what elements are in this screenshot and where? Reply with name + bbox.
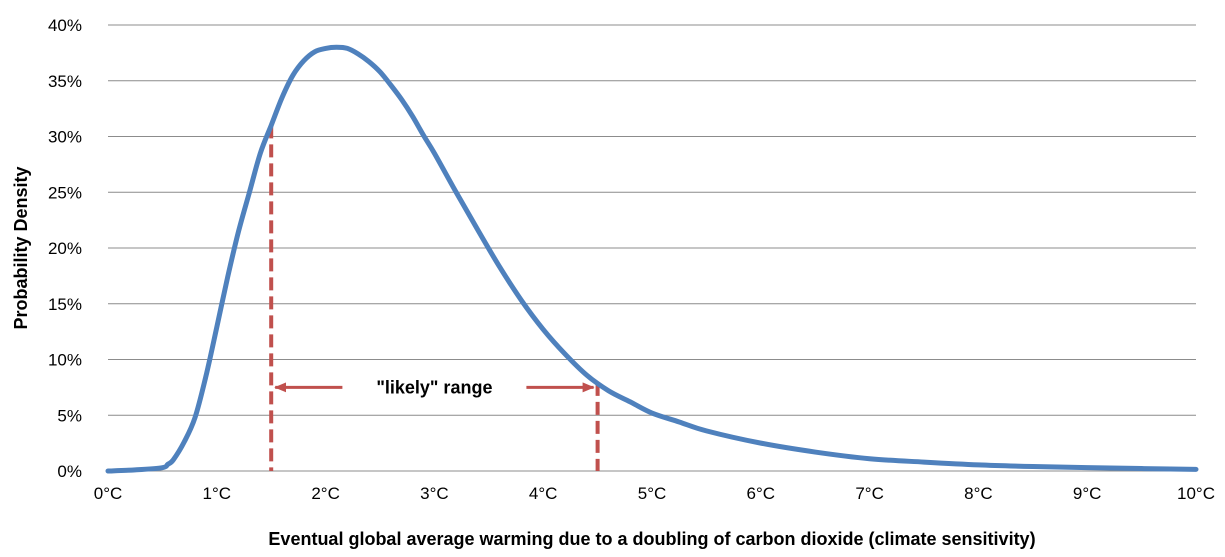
x-axis-title: Eventual global average warming due to a…: [268, 529, 1035, 549]
x-tick-label: 7°C: [855, 484, 884, 503]
y-tick-label: 5%: [57, 406, 82, 425]
x-tick-label: 8°C: [964, 484, 993, 503]
x-tick-label: 10°C: [1177, 484, 1215, 503]
tick-labels: 0% 5% 10% 15% 20% 25% 30% 35% 40% 0°C 1°C 2°C 3°C 4°C…: [48, 16, 1215, 503]
y-tick-label: 35%: [48, 72, 82, 91]
density-curve: [105, 44, 1199, 474]
x-tick-label: 5°C: [638, 484, 667, 503]
x-tick-label: 1°C: [203, 484, 232, 503]
y-tick-label: 30%: [48, 128, 82, 147]
likely-range-annotation: "likely" range: [269, 125, 600, 471]
x-tick-label: 0°C: [94, 484, 123, 503]
y-tick-label: 20%: [48, 239, 82, 258]
y-tick-label: 25%: [48, 183, 82, 202]
x-tick-label: 3°C: [420, 484, 449, 503]
y-tick-label: 0%: [57, 462, 82, 481]
y-tick-label: 10%: [48, 351, 82, 370]
x-tick-label: 9°C: [1073, 484, 1102, 503]
y-tick-label: 40%: [48, 16, 82, 35]
y-tick-label: 15%: [48, 295, 82, 314]
x-tick-label: 6°C: [747, 484, 776, 503]
gridlines: [108, 24, 1196, 472]
likely-range-label: "likely" range: [376, 377, 492, 397]
x-tick-label: 2°C: [311, 484, 340, 503]
x-tick-label: 4°C: [529, 484, 558, 503]
y-axis-title: Probability Density: [11, 166, 31, 329]
series-layer: [105, 44, 1199, 474]
